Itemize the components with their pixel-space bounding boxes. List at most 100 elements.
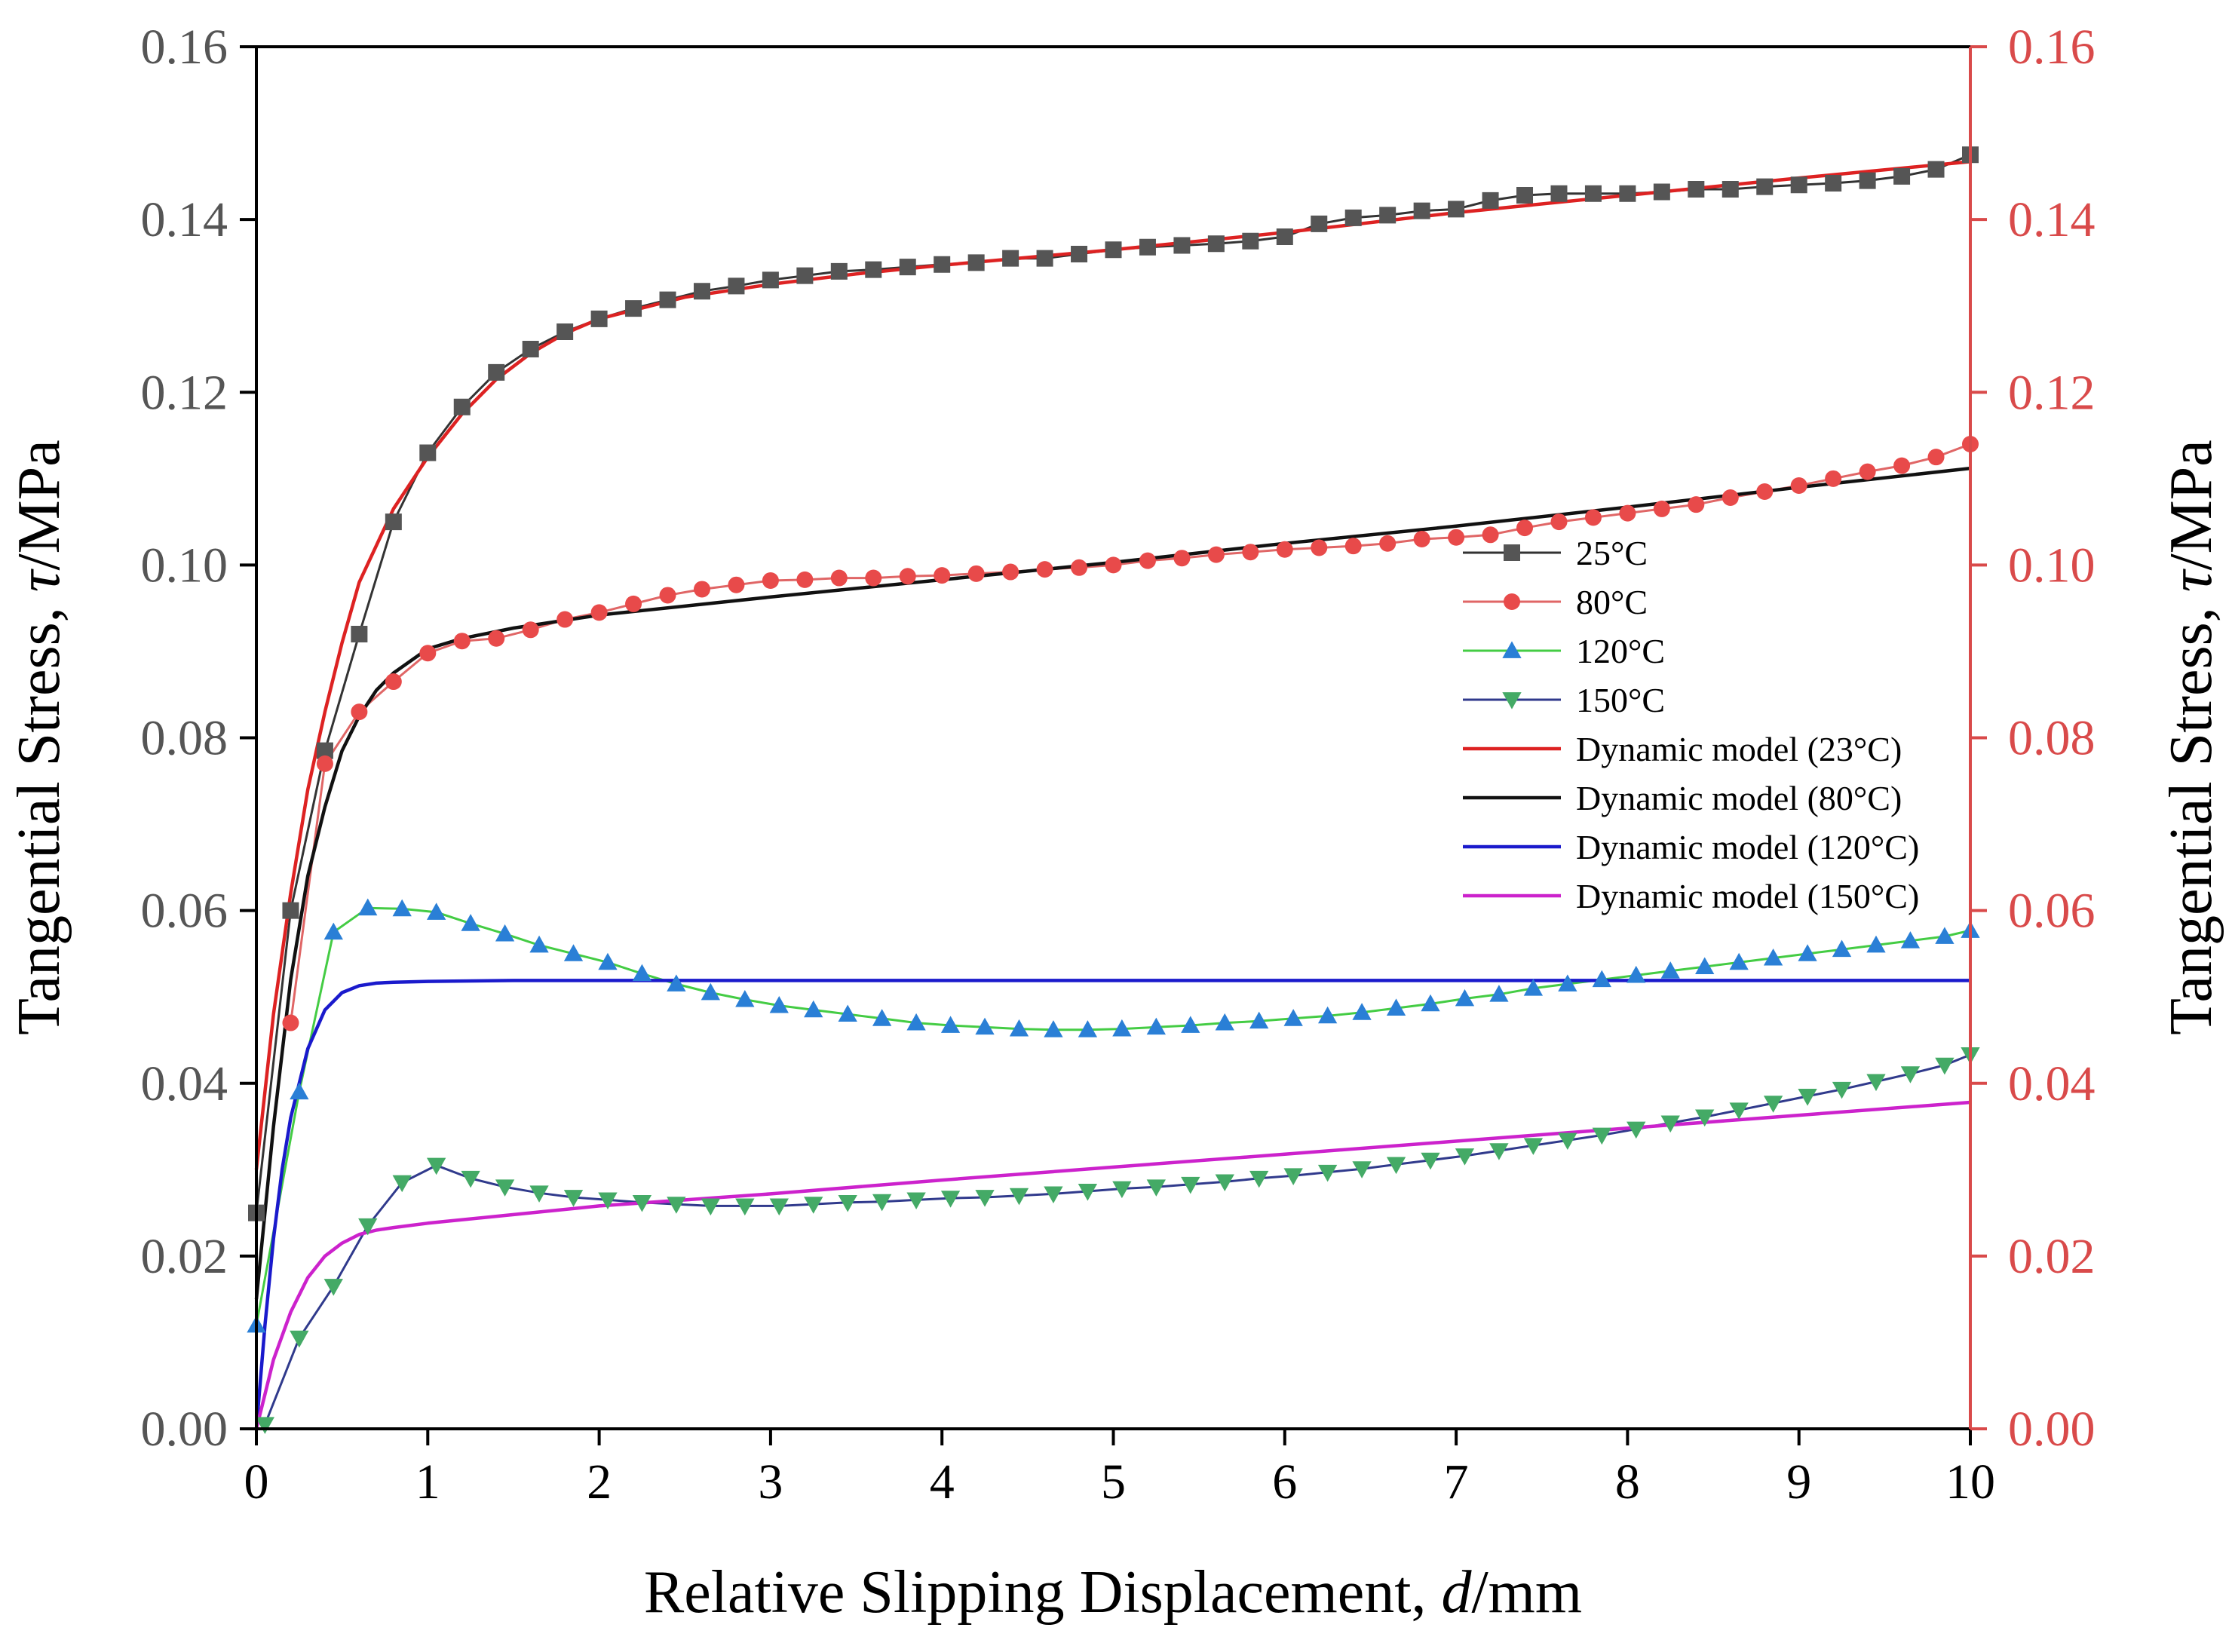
data-point-120c bbox=[598, 952, 618, 970]
data-point-25c bbox=[796, 267, 814, 284]
data-point-120c bbox=[1146, 1017, 1166, 1035]
data-point-150c bbox=[1146, 1179, 1166, 1197]
data-point-80c bbox=[796, 571, 814, 588]
data-point-80c bbox=[830, 569, 848, 587]
data-point-25c bbox=[1379, 207, 1397, 224]
data-point-80c bbox=[1311, 539, 1328, 556]
x-tick-label: 0 bbox=[244, 1454, 269, 1509]
data-point-150c bbox=[1283, 1168, 1303, 1185]
data-point-25c bbox=[1173, 237, 1191, 254]
data-point-120c bbox=[1763, 948, 1783, 966]
model-line-dynamic-model-150-c bbox=[254, 1100, 1971, 1430]
y-tick-label-left: 0.04 bbox=[141, 1056, 228, 1111]
data-point-25c bbox=[556, 323, 574, 341]
data-point-120c bbox=[632, 964, 652, 982]
data-point-120c bbox=[1592, 970, 1611, 988]
data-point-80c bbox=[1790, 477, 1807, 494]
data-point-150c bbox=[461, 1170, 480, 1188]
data-point-80c bbox=[488, 630, 505, 647]
data-point-120c bbox=[1317, 1006, 1338, 1024]
data-point-25c bbox=[282, 902, 299, 919]
y-tick-label-right: 0.00 bbox=[2008, 1402, 2096, 1457]
data-point-150c bbox=[427, 1157, 446, 1175]
data-point-150c bbox=[1935, 1057, 1955, 1075]
y-tick-label-right: 0.10 bbox=[2008, 538, 2096, 593]
data-point-150c bbox=[1660, 1115, 1680, 1133]
data-point-120c bbox=[290, 1082, 309, 1100]
data-point-80c bbox=[1688, 496, 1705, 513]
legend-marker bbox=[1504, 593, 1520, 610]
data-point-120c bbox=[1626, 965, 1646, 983]
data-point-150c bbox=[940, 1191, 961, 1208]
data-point-80c bbox=[1825, 470, 1842, 487]
data-point-25c bbox=[865, 261, 882, 278]
y-tick-label-right: 0.14 bbox=[2008, 192, 2096, 247]
data-point-150c bbox=[1798, 1089, 1817, 1106]
y-tick-label-left: 0.10 bbox=[141, 538, 228, 593]
data-point-25c bbox=[385, 513, 402, 531]
y-axis-title-left-unit: /MPa bbox=[6, 440, 72, 570]
data-point-120c bbox=[1900, 931, 1921, 949]
data-point-150c bbox=[1181, 1176, 1200, 1194]
data-point-80c bbox=[1002, 563, 1019, 581]
data-point-150c bbox=[1558, 1132, 1577, 1151]
data-point-120c bbox=[1729, 952, 1749, 970]
data-point-80c bbox=[762, 572, 779, 589]
data-point-120c bbox=[1558, 974, 1577, 992]
data-point-120c bbox=[1421, 994, 1440, 1012]
y-tick-label-left: 0.08 bbox=[141, 711, 228, 766]
data-point-120c bbox=[975, 1017, 995, 1035]
data-point-150c bbox=[495, 1179, 515, 1197]
data-point-25c bbox=[316, 742, 333, 759]
data-point-25c bbox=[351, 626, 368, 643]
data-point-80c bbox=[351, 703, 368, 721]
data-point-25c bbox=[1276, 228, 1293, 246]
y-tick-label-left: 0.06 bbox=[141, 884, 228, 939]
data-point-80c bbox=[1482, 526, 1499, 544]
x-axis-title-var: d bbox=[1441, 1559, 1472, 1626]
y-axis-title-right-unit: /MPa bbox=[2158, 440, 2224, 570]
y-tick-label-left: 0.12 bbox=[141, 365, 228, 420]
legend-label: 150°C bbox=[1576, 681, 1665, 719]
data-point-120c bbox=[1798, 944, 1817, 961]
y-tick-label-left: 0.00 bbox=[141, 1402, 228, 1457]
data-point-120c bbox=[323, 922, 343, 940]
data-point-150c bbox=[358, 1218, 378, 1236]
data-point-150c bbox=[563, 1190, 584, 1207]
data-point-80c bbox=[316, 755, 333, 772]
data-point-25c bbox=[1893, 167, 1911, 185]
data-point-25c bbox=[728, 277, 745, 295]
data-point-25c bbox=[1311, 215, 1328, 232]
data-point-25c bbox=[1653, 183, 1670, 201]
data-point-25c bbox=[522, 340, 539, 357]
data-point-25c bbox=[590, 310, 608, 327]
data-point-120c bbox=[1215, 1013, 1234, 1031]
data-point-25c bbox=[762, 271, 779, 289]
data-point-150c bbox=[1249, 1170, 1269, 1188]
model-line-dynamic-model-120-c bbox=[254, 979, 1970, 1430]
x-tick-label: 6 bbox=[1272, 1454, 1297, 1509]
data-point-80c bbox=[556, 611, 574, 628]
data-point-80c bbox=[1448, 529, 1465, 546]
data-point-25c bbox=[1516, 187, 1534, 204]
data-point-120c bbox=[1523, 979, 1544, 996]
x-tick-label: 9 bbox=[1786, 1454, 1811, 1509]
data-point-25c bbox=[1002, 250, 1019, 267]
y-tick-label-left: 0.16 bbox=[141, 20, 228, 75]
data-point-150c bbox=[255, 1417, 275, 1434]
data-point-120c bbox=[1181, 1016, 1200, 1033]
data-point-80c bbox=[1550, 513, 1568, 531]
data-point-150c bbox=[1626, 1121, 1646, 1139]
data-point-120c bbox=[1283, 1009, 1303, 1026]
y-tick-label-right: 0.12 bbox=[2008, 365, 2096, 420]
y-tick-label-right: 0.08 bbox=[2008, 711, 2096, 766]
data-point-80c bbox=[1379, 535, 1397, 552]
data-point-120c bbox=[906, 1013, 926, 1031]
data-point-80c bbox=[590, 604, 608, 621]
legend-label: 80°C bbox=[1576, 583, 1648, 621]
data-point-25c bbox=[1825, 175, 1842, 192]
data-point-25c bbox=[1790, 176, 1807, 194]
legend-label: Dynamic model (150°C) bbox=[1576, 877, 1919, 915]
data-point-25c bbox=[1344, 209, 1362, 226]
data-point-80c bbox=[419, 645, 437, 662]
